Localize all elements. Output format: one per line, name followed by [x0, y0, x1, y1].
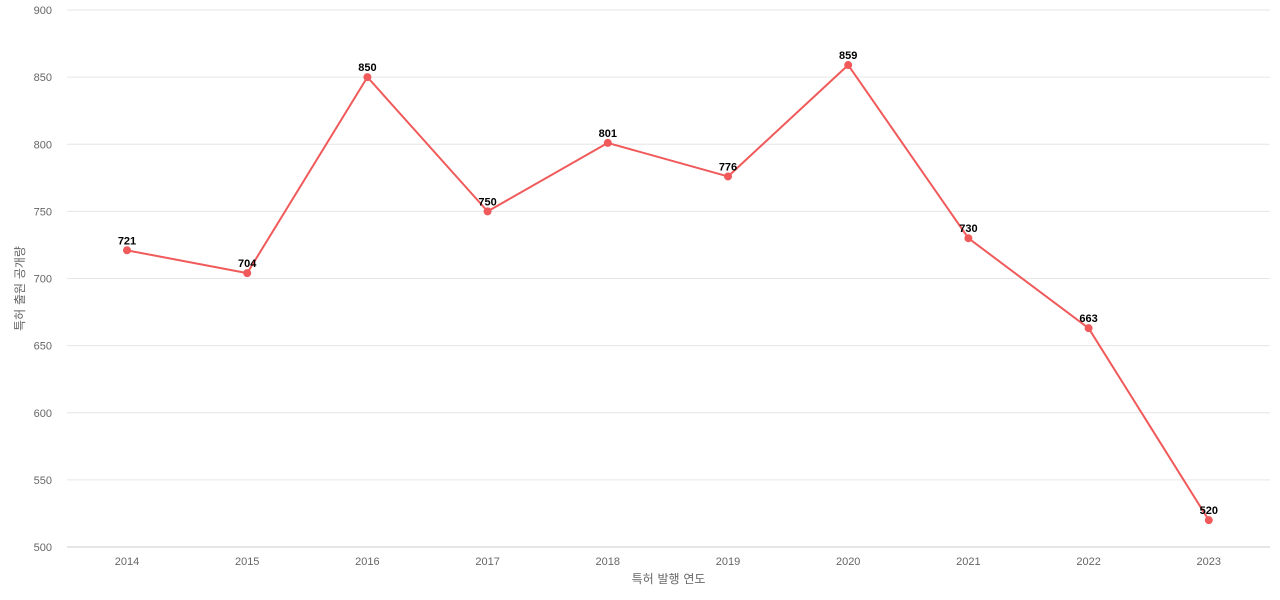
data-labels: 721 704 850 750 801 776 859 730 663 520 [118, 50, 1218, 517]
data-label: 850 [358, 62, 376, 74]
x-axis-title: 특허 발행 연도 [632, 571, 706, 586]
data-label: 520 [1200, 505, 1218, 517]
data-point[interactable] [1204, 516, 1213, 525]
data-label: 704 [238, 258, 257, 270]
y-tick-label: 750 [34, 206, 52, 218]
x-tick-label: 2023 [1197, 556, 1221, 568]
y-tick-label: 700 [34, 274, 52, 286]
y-tick-label: 500 [34, 542, 52, 554]
x-tick-label: 2016 [355, 556, 379, 568]
x-tick-label: 2017 [475, 556, 499, 568]
x-tick-label: 2014 [115, 556, 139, 568]
y-tick-label: 850 [34, 72, 52, 84]
x-tick-label: 2021 [956, 556, 980, 568]
data-label: 859 [839, 50, 857, 62]
y-tick-label: 900 [34, 5, 52, 17]
data-point[interactable] [603, 138, 612, 147]
data-point[interactable] [724, 172, 732, 181]
data-label: 663 [1079, 313, 1097, 325]
y-tick-label: 550 [34, 475, 52, 487]
gridlines [67, 9, 1270, 481]
data-point[interactable] [243, 269, 252, 278]
series-group [123, 61, 1213, 525]
x-tick-label: 2022 [1076, 556, 1100, 568]
x-tick-label: 2018 [596, 556, 620, 568]
data-label: 721 [118, 235, 136, 247]
x-axis-ticks: 2014 2015 2016 2017 2018 2019 2020 2021 2022 2023 [115, 556, 1221, 568]
data-point[interactable] [1084, 324, 1093, 333]
y-axis-title: 특허 출원 공개량 [13, 246, 27, 331]
y-axis-ticks: 500 550 600 650 700 750 800 850 900 [34, 5, 52, 554]
data-point[interactable] [363, 73, 372, 82]
data-point[interactable] [483, 207, 492, 216]
series-line [126, 64, 1210, 521]
x-tick-label: 2019 [716, 556, 740, 568]
y-tick-label: 800 [34, 139, 52, 151]
data-point[interactable] [123, 246, 131, 255]
data-label: 730 [959, 223, 977, 235]
data-point[interactable] [844, 61, 853, 70]
data-label: 776 [719, 161, 737, 173]
x-tick-label: 2020 [836, 556, 860, 568]
data-point[interactable] [964, 234, 973, 243]
data-label: 801 [599, 128, 617, 140]
y-tick-label: 600 [34, 408, 52, 420]
x-tick-label: 2015 [235, 556, 259, 568]
data-label: 750 [478, 196, 496, 208]
y-tick-label: 650 [34, 341, 52, 353]
